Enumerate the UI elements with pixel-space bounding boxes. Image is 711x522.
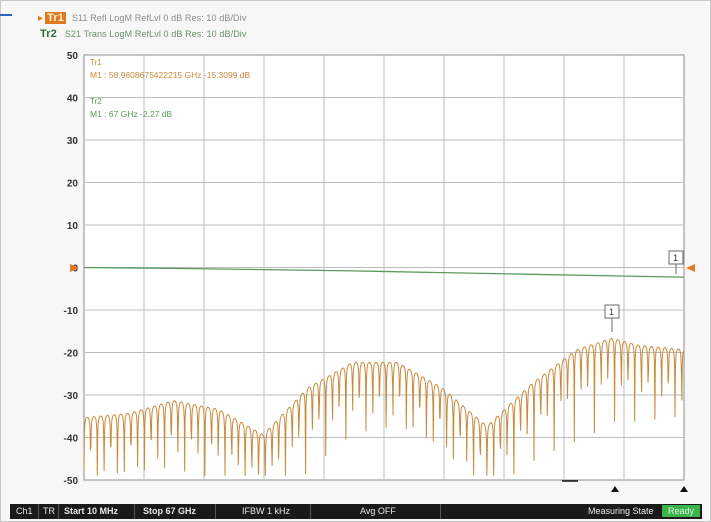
marker-tr1-title: Tr1 [90,58,102,67]
stop-frequency[interactable]: Stop 67 GHz [143,506,197,516]
trace2-legend[interactable]: Tr2 S21 Trans LogM RefLvl 0 dB Res: 10 dB… [38,28,247,40]
s21-reference-arrow[interactable] [686,264,695,272]
status-divider [440,504,441,519]
ifbw-setting[interactable]: IFBW 1 kHz [242,506,291,516]
y-tick-label: 10 [67,221,79,232]
marker-tr2-value: M1 : 67 GHz -2.27 dB [90,109,173,119]
marker-tr1-value: M1 : 58.9608675422215 GHz -15.3099 dB [90,70,251,80]
s11-trace [83,337,685,476]
grid-lines [84,55,684,480]
y-tick-label: -20 [64,349,79,360]
s11-reference-arrow[interactable] [70,264,79,272]
marker-readout-tr2: Tr2 M1 : 67 GHz -2.27 dB [90,97,173,119]
marker1-tag-label: 1 [609,307,614,317]
trace-selector[interactable]: TR [43,506,55,516]
marker1-tag-label: 1 [673,253,678,263]
trace2-settings: S21 Trans LogM RefLvl 0 dB Res: 10 dB/Di… [64,29,247,39]
trace2-id[interactable]: Tr2 [40,28,57,40]
averaging-setting[interactable]: Avg OFF [360,506,396,516]
accent-line [0,14,12,16]
y-tick-label: 50 [67,51,79,62]
status-bar: Ch1 TR Start 10 MHz Stop 67 GHz IFBW 1 k… [10,504,702,519]
trace1-legend[interactable]: ▸ Tr1 S11 Refl LogM RefLvl 0 dB Res: 10 dB… [38,12,246,24]
ready-indicator: Ready [662,505,701,517]
active-trace-icon: ▸ [38,13,44,24]
y-tick-label: 30 [67,136,79,147]
marker-position-icon[interactable] [680,486,688,492]
status-divider [215,504,216,519]
y-tick-label: 20 [67,179,79,190]
marker1-tag-s11[interactable]: 1 [604,304,620,332]
trace1-id[interactable]: Tr1 [45,12,66,24]
status-divider [38,504,39,519]
marker-position-icon[interactable] [611,486,619,492]
marker1-tag-s21[interactable]: 1 [668,250,684,274]
channel-label[interactable]: Ch1 [16,506,33,516]
status-divider [134,504,135,519]
s21-trace [83,266,685,278]
start-frequency[interactable]: Start 10 MHz [64,506,119,516]
y-tick-label: -40 [64,434,79,445]
marker-readout-tr1: Tr1 M1 : 58.9608675422215 GHz -15.3099 d… [90,58,251,80]
y-tick-label: -30 [64,391,79,402]
marker-tr2-title: Tr2 [90,97,102,106]
status-divider [310,504,311,519]
trace1-settings: S11 Refl LogM RefLvl 0 dB Res: 10 dB/Div [71,13,247,23]
y-tick-label: 40 [67,94,79,105]
y-tick-label: -50 [64,476,79,487]
measuring-state: Measuring State [588,506,654,516]
status-divider [58,504,59,519]
y-tick-label: -10 [64,306,79,317]
